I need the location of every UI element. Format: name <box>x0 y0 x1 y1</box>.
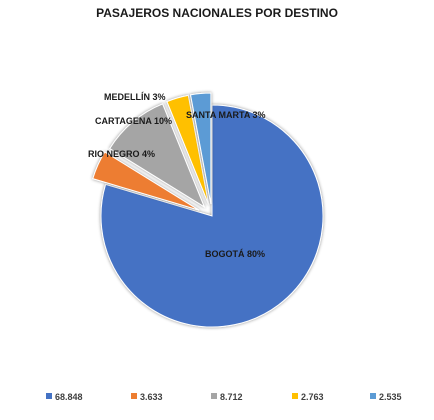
slice-labels: BOGOTÁ 80% RIO NEGRO 4% CARTAGENA 10% MEDEL… <box>88 92 266 259</box>
slice-label-medellin: MEDELLÍN 3% <box>104 92 166 102</box>
slice-label-cartagena: CARTAGENA 10% <box>95 116 172 126</box>
legend-swatch-santa-marta <box>370 393 376 399</box>
legend-label-rio-negro: 3.633 <box>140 392 163 402</box>
legend: 68.848 3.633 8.712 2.763 2.535 <box>46 392 402 402</box>
legend-swatch-rio-negro <box>131 393 137 399</box>
pie-slice-santa-marta <box>189 92 212 205</box>
legend-swatch-cartagena <box>211 393 217 399</box>
pie-slices <box>92 92 324 328</box>
legend-label-cartagena: 8.712 <box>220 392 243 402</box>
slice-label-rio-negro: RIO NEGRO 4% <box>88 149 155 159</box>
pie-slice-cartagena <box>109 103 206 209</box>
pie-slice-rio-negro <box>92 151 200 211</box>
legend-label-bogota: 68.848 <box>55 392 83 402</box>
legend-label-medellin: 2.763 <box>301 392 324 402</box>
chart-title: PASAJEROS NACIONALES POR DESTINO <box>96 6 338 20</box>
legend-swatch-medellin <box>292 393 298 399</box>
slice-label-santa-marta: SANTA MARTA 3% <box>186 110 266 120</box>
pie-slice-medellin <box>166 94 210 205</box>
legend-swatch-bogota <box>46 393 52 399</box>
slice-label-bogota: BOGOTÁ 80% <box>205 249 265 259</box>
legend-label-santa-marta: 2.535 <box>379 392 402 402</box>
pie-slice-bogota <box>100 104 324 328</box>
